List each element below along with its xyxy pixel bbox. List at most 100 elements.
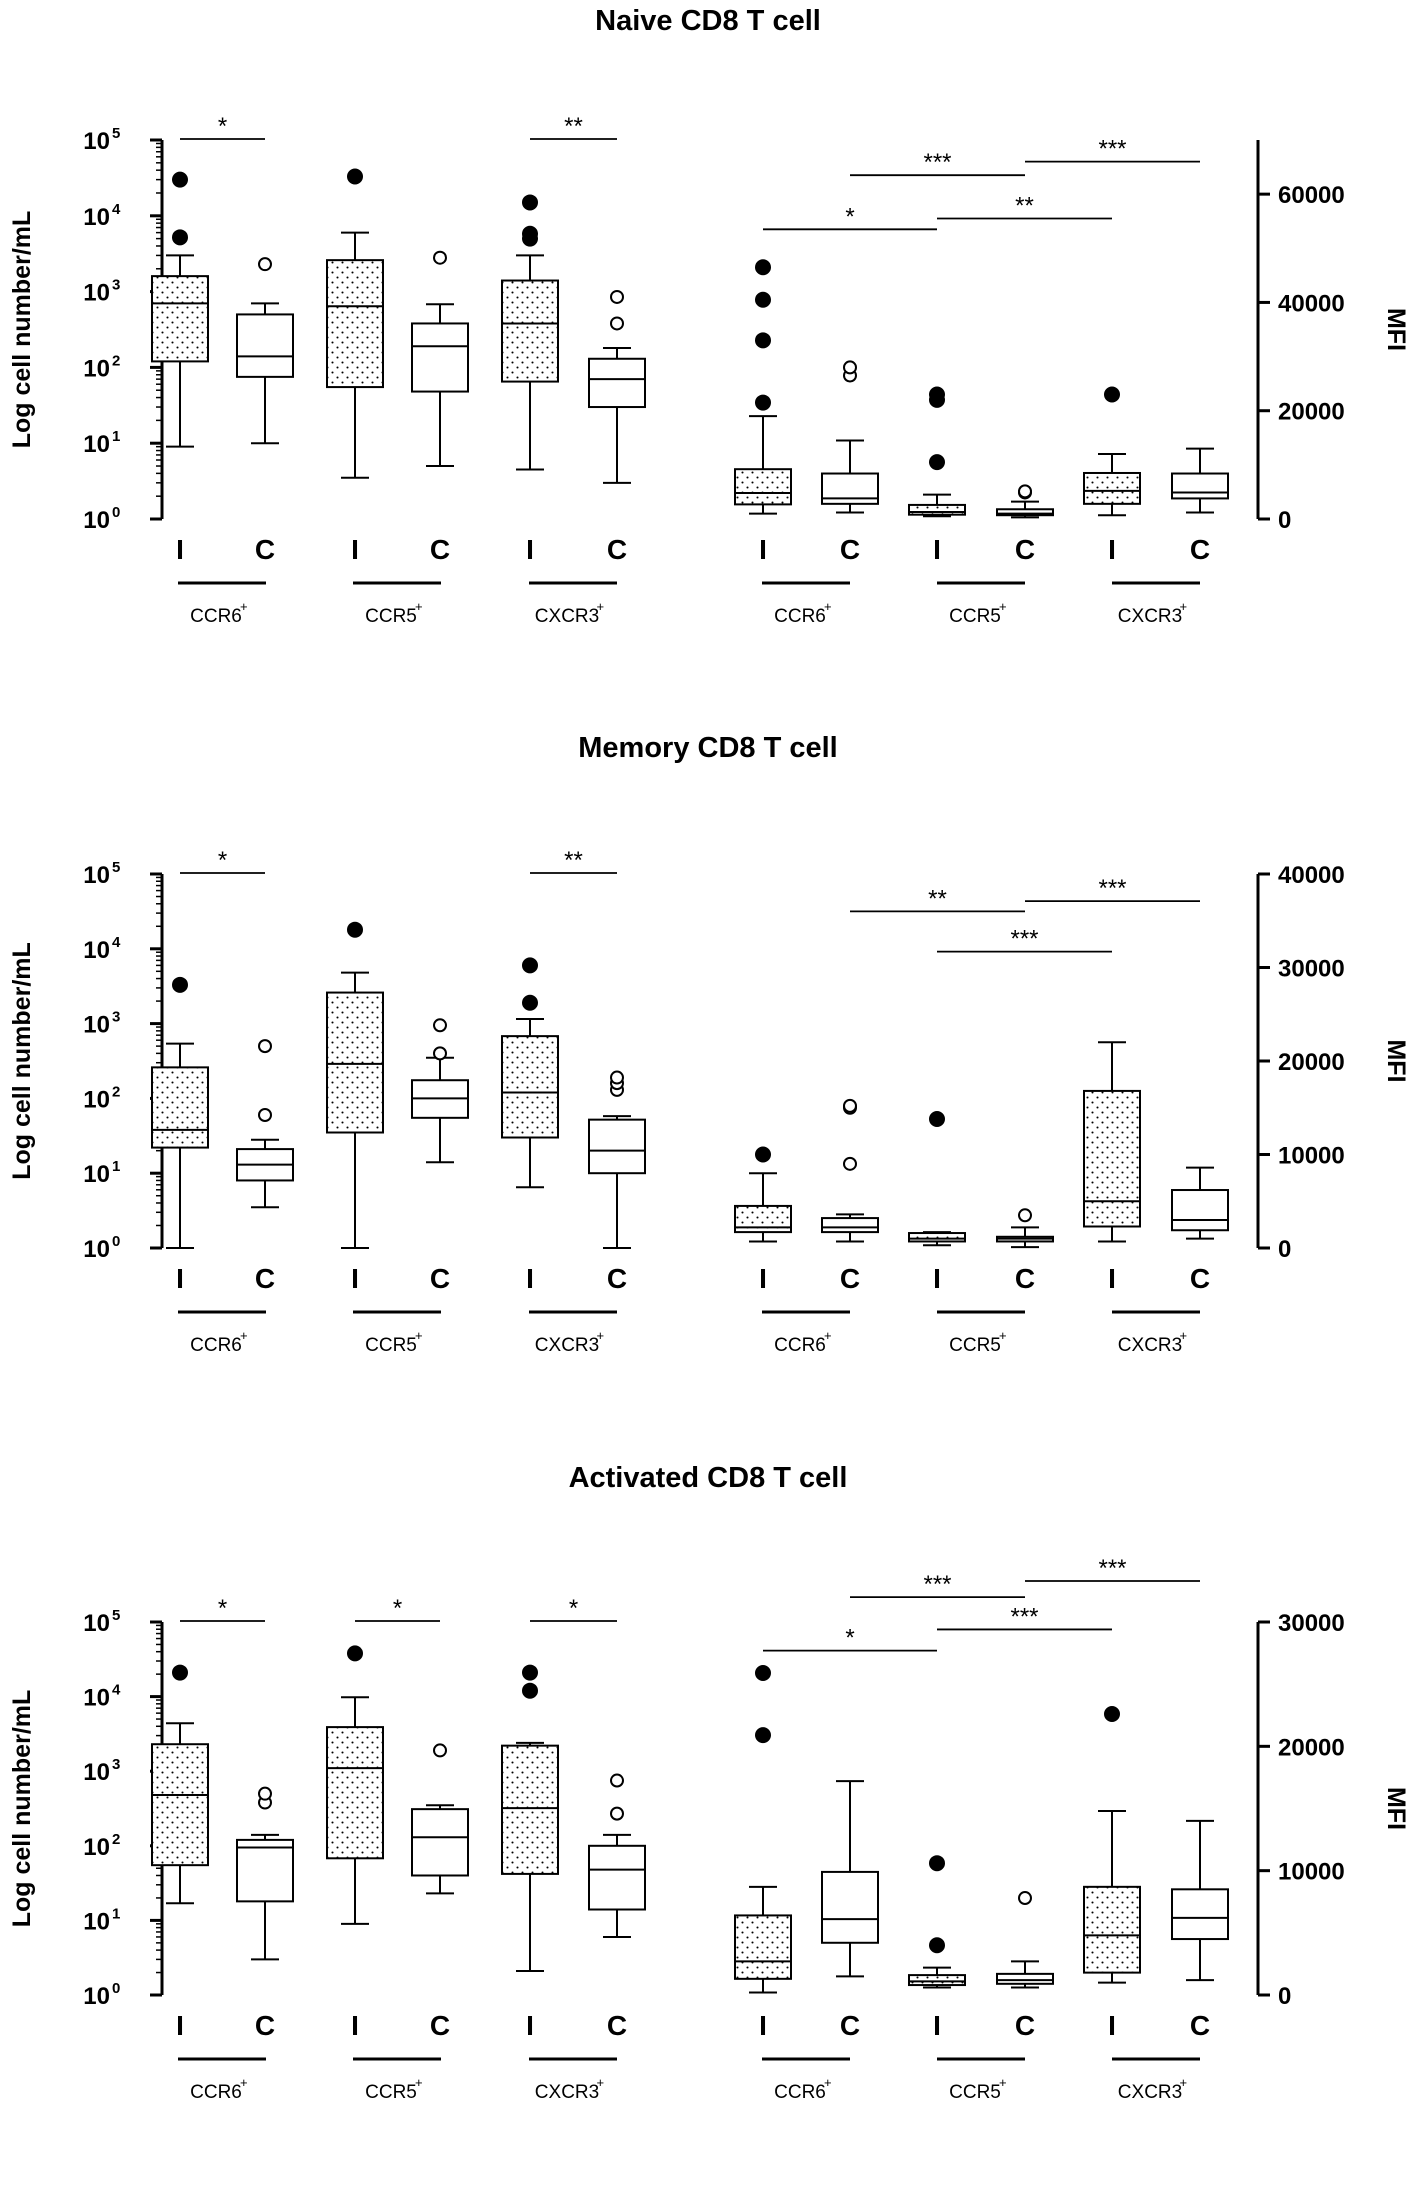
x-category-label: C xyxy=(840,1263,860,1294)
box-10 xyxy=(996,1891,1054,1989)
outlier-point xyxy=(1104,386,1120,403)
outlier-point xyxy=(522,1682,538,1699)
box-iqr xyxy=(411,322,469,393)
group-label: CXCR3 xyxy=(535,606,599,627)
group-label-superscript: + xyxy=(999,599,1007,614)
significance-label: *** xyxy=(1098,1555,1126,1582)
outlier-point xyxy=(522,957,538,974)
box-iqr xyxy=(734,468,792,506)
box-7 xyxy=(734,259,792,515)
x-category-label: I xyxy=(933,2010,941,2041)
left-y-axis-label: Log cell number/mL xyxy=(8,211,36,449)
box-iqr xyxy=(1171,1189,1229,1232)
x-category-label: C xyxy=(1190,534,1210,565)
x-category-label: I xyxy=(933,1263,941,1294)
outlier-point xyxy=(522,225,538,242)
outlier-point xyxy=(755,394,771,411)
group-label-superscript: + xyxy=(597,2075,605,2090)
group-label-superscript: + xyxy=(597,599,605,614)
x-category-label: C xyxy=(255,2010,275,2041)
left-y-tick-exponent: 5 xyxy=(112,1607,120,1624)
significance-label: * xyxy=(393,1595,402,1622)
outlier-point xyxy=(522,1664,538,1681)
chart-title: Activated CD8 T cell xyxy=(569,1462,848,1494)
box-iqr xyxy=(236,1838,294,1903)
outlier-point xyxy=(258,1039,272,1054)
right-y-tick-label: 30000 xyxy=(1278,956,1345,983)
outlier-point xyxy=(347,168,363,185)
group-label: CCR5 xyxy=(365,2082,417,2103)
x-category-label: I xyxy=(351,534,359,565)
box-11 xyxy=(1083,386,1141,517)
box-1 xyxy=(151,171,209,448)
group-label-superscript: + xyxy=(240,599,248,614)
group-label-superscript: + xyxy=(824,1328,832,1343)
left-y-tick-label: 10 xyxy=(83,1086,110,1113)
outlier-point xyxy=(258,257,272,272)
x-category-label: I xyxy=(1108,2010,1116,2041)
significance-label: * xyxy=(218,847,227,874)
group-label-superscript: + xyxy=(597,1328,605,1343)
left-y-tick-exponent: 3 xyxy=(112,277,120,294)
outlier-point xyxy=(172,976,188,993)
box-1 xyxy=(151,976,209,1249)
box-9 xyxy=(908,386,966,518)
x-category-label: C xyxy=(255,534,275,565)
outlier-point xyxy=(843,1098,857,1113)
box-6 xyxy=(588,1070,646,1249)
group-label: CXCR3 xyxy=(1118,1335,1182,1356)
significance-label: * xyxy=(218,1595,227,1622)
right-y-tick-label: 40000 xyxy=(1278,862,1345,889)
left-y-axis-label: Log cell number/mL xyxy=(8,942,36,1180)
left-y-tick-exponent: 4 xyxy=(112,934,121,951)
x-category-label: C xyxy=(1190,1263,1210,1294)
box-5 xyxy=(501,194,559,471)
significance-label: *** xyxy=(923,1571,951,1598)
box-10 xyxy=(996,1208,1054,1249)
outlier-point xyxy=(610,1773,624,1788)
significance-label: *** xyxy=(1010,926,1038,953)
left-y-tick-exponent: 2 xyxy=(112,1831,120,1848)
box-11 xyxy=(1083,1706,1141,1984)
group-label: CXCR3 xyxy=(535,2082,599,2103)
box-8 xyxy=(821,1780,879,1978)
group-label: CCR6 xyxy=(774,606,826,627)
outlier-point xyxy=(755,1727,771,1744)
outlier-point xyxy=(610,289,624,304)
group-label-superscript: + xyxy=(1180,599,1188,614)
box-iqr xyxy=(1083,1089,1141,1228)
box-8 xyxy=(821,360,879,514)
outlier-point xyxy=(610,1070,624,1085)
x-category-label: I xyxy=(1108,534,1116,565)
outlier-point xyxy=(929,386,945,403)
outlier-point xyxy=(929,1937,945,1954)
group-label-superscript: + xyxy=(240,1328,248,1343)
x-category-label: I xyxy=(759,1263,767,1294)
left-y-tick-label: 10 xyxy=(83,1908,110,1935)
left-y-tick-label: 10 xyxy=(83,1012,110,1039)
right-y-tick-label: 60000 xyxy=(1278,182,1345,209)
box-3 xyxy=(326,168,384,479)
x-category-label: I xyxy=(351,1263,359,1294)
box-8 xyxy=(821,1098,879,1243)
right-y-tick-label: 40000 xyxy=(1278,290,1345,317)
x-category-label: I xyxy=(176,534,184,565)
left-y-tick-label: 10 xyxy=(83,1759,110,1786)
outlier-point xyxy=(843,1156,857,1171)
outlier-point xyxy=(172,229,188,246)
left-y-tick-label: 10 xyxy=(83,128,110,155)
significance-label: ** xyxy=(1015,193,1034,220)
left-y-tick-exponent: 5 xyxy=(112,125,120,142)
group-label: CCR6 xyxy=(774,2082,826,2103)
outlier-point xyxy=(1018,1208,1032,1223)
x-category-label: C xyxy=(607,1263,627,1294)
right-y-tick-label: 20000 xyxy=(1278,1734,1345,1761)
left-y-tick-exponent: 0 xyxy=(112,1980,120,1997)
box-9 xyxy=(908,1110,966,1247)
left-y-tick-exponent: 1 xyxy=(112,428,120,445)
box-iqr xyxy=(588,1844,646,1911)
significance-label: *** xyxy=(1098,136,1126,163)
